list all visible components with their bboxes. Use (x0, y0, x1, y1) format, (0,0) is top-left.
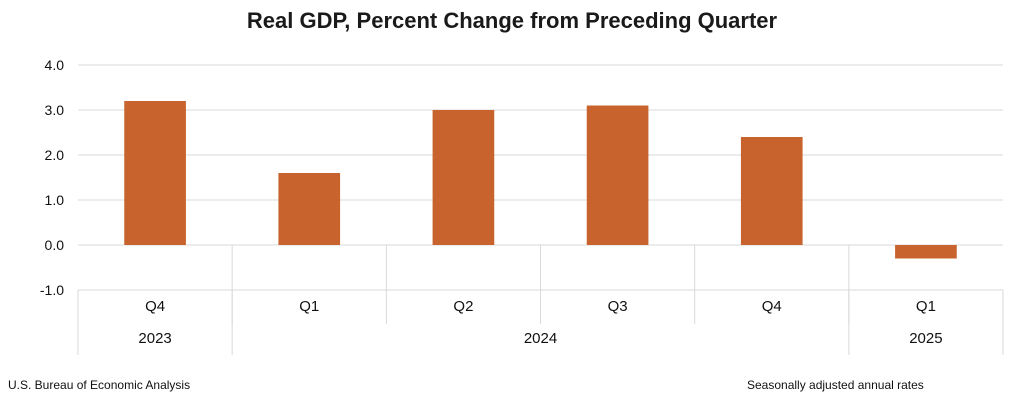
tick-labels: -1.0 0.0 1.0 2.0 3.0 4.0 Q4 Q1 Q2 Q3 Q4 Q1 2023 2024 2… (40, 57, 943, 347)
bar (740, 137, 803, 245)
x-tick-label: Q4 (145, 298, 165, 315)
bar (432, 110, 495, 245)
year-label: 2023 (138, 330, 171, 347)
bars (124, 101, 957, 259)
bar (278, 173, 341, 245)
bar (895, 245, 957, 259)
chart-title: Real GDP, Percent Change from Preceding … (246, 8, 778, 33)
y-tick-label: -1.0 (40, 282, 64, 298)
year-label: 2024 (524, 330, 557, 347)
bar (586, 105, 649, 245)
x-tick-label: Q2 (453, 298, 473, 315)
bar (124, 101, 186, 245)
x-tick-label: Q3 (608, 298, 628, 315)
year-label: 2025 (909, 330, 942, 347)
axes (77, 245, 1004, 355)
y-tick-label: 2.0 (45, 147, 65, 163)
source-note: U.S. Bureau of Economic Analysis (8, 378, 191, 392)
y-tick-label: 4.0 (45, 57, 65, 73)
x-tick-label: Q1 (916, 298, 936, 315)
rate-note: Seasonally adjusted annual rates (747, 378, 924, 392)
x-tick-label: Q4 (762, 298, 782, 315)
x-tick-label: Q1 (299, 298, 319, 315)
y-tick-label: 1.0 (45, 192, 65, 208)
y-tick-label: 3.0 (45, 102, 65, 118)
y-tick-label: 0.0 (45, 237, 65, 253)
